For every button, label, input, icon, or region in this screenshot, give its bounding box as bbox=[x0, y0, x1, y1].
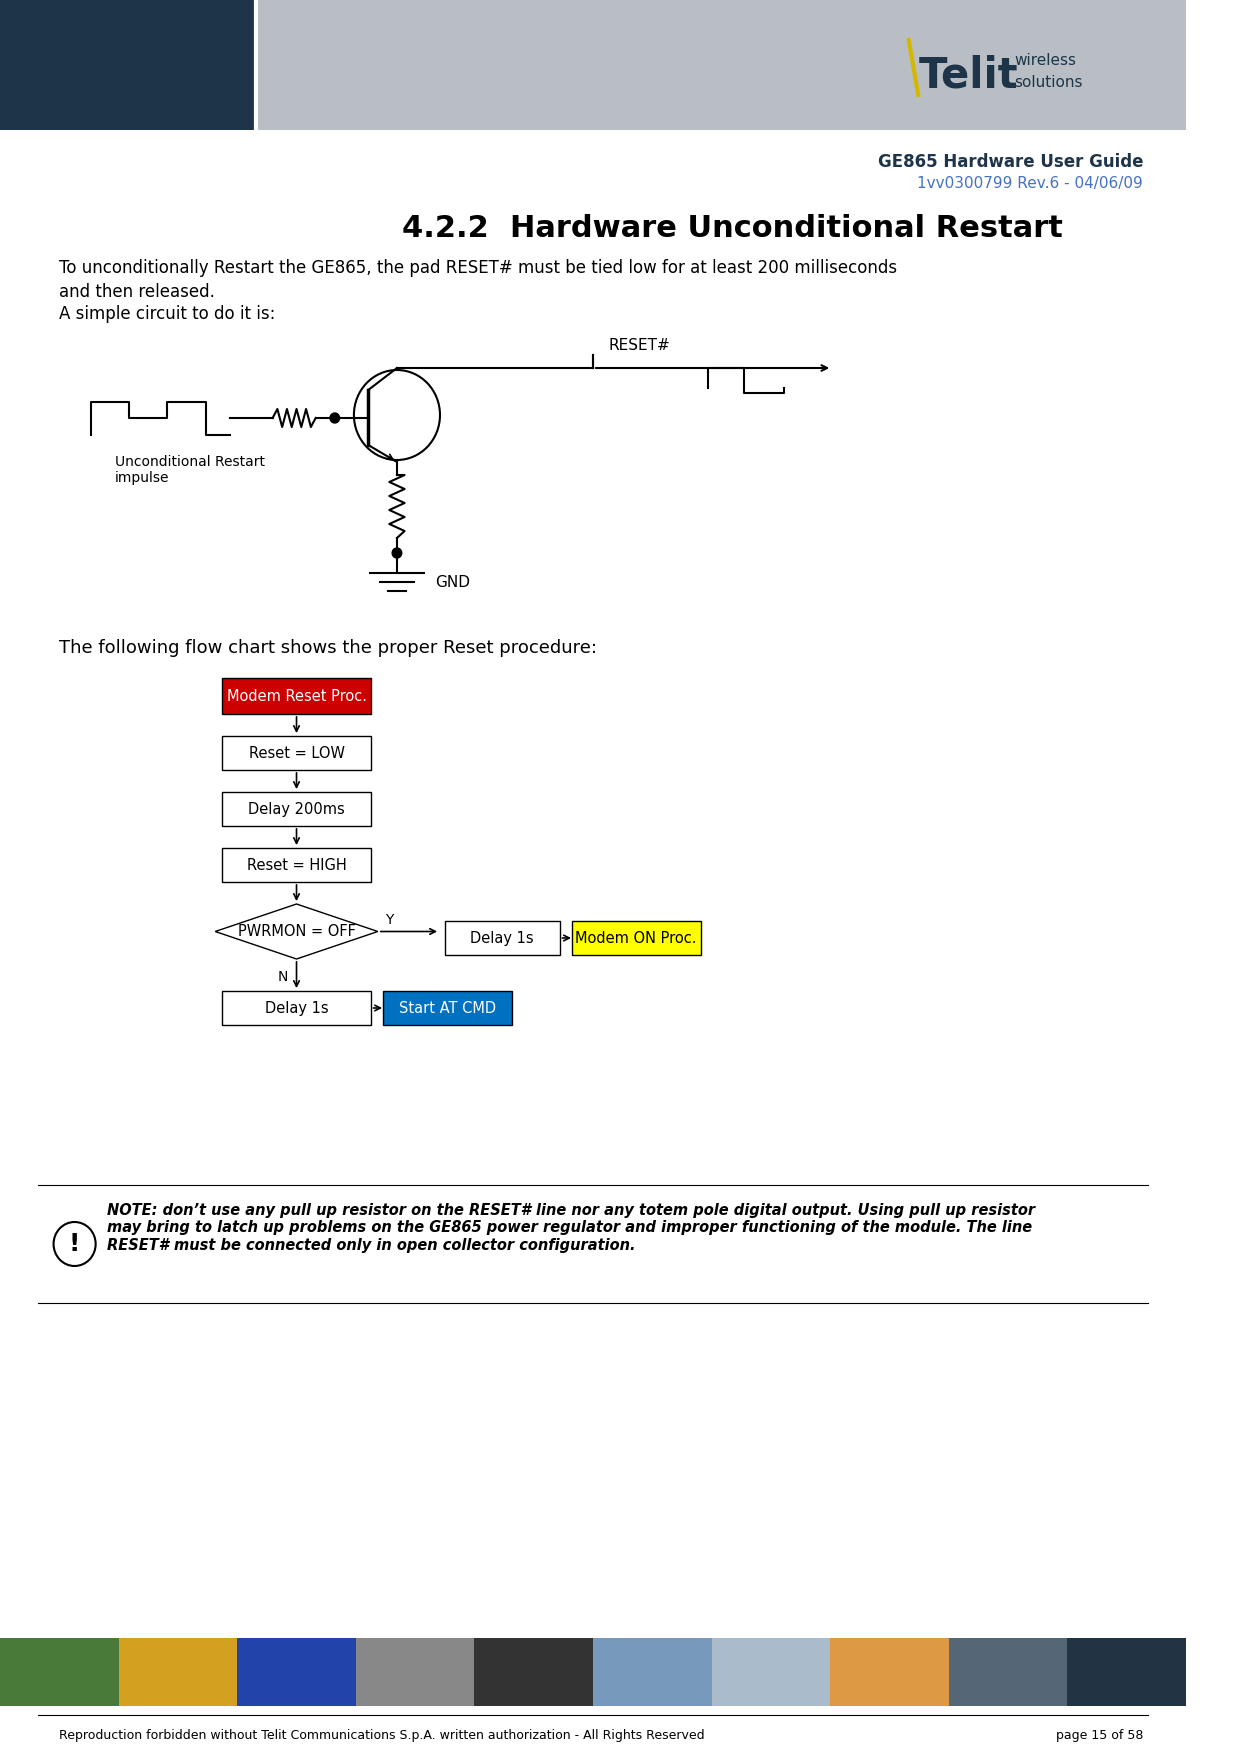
Text: 4.2.2  Hardware Unconditional Restart: 4.2.2 Hardware Unconditional Restart bbox=[402, 214, 1063, 242]
Text: The following flow chart shows the proper Reset procedure:: The following flow chart shows the prope… bbox=[60, 639, 598, 656]
Text: Reproduction forbidden without Telit Communications S.p.A. written authorization: Reproduction forbidden without Telit Com… bbox=[60, 1729, 704, 1741]
Text: Delay 1s: Delay 1s bbox=[264, 1000, 329, 1016]
Bar bbox=[949, 1637, 1068, 1706]
Bar bbox=[383, 992, 512, 1025]
Bar bbox=[222, 992, 371, 1025]
Bar bbox=[0, 0, 257, 130]
Bar bbox=[475, 1637, 593, 1706]
Bar bbox=[222, 735, 371, 770]
Bar bbox=[222, 677, 371, 714]
Text: Telit: Telit bbox=[919, 54, 1018, 97]
Text: and then released.: and then released. bbox=[60, 283, 216, 302]
Text: To unconditionally Restart the GE865, the pad RESET# must be tied low for at lea: To unconditionally Restart the GE865, th… bbox=[60, 260, 898, 277]
Text: !: ! bbox=[69, 1232, 81, 1257]
Bar bbox=[445, 921, 559, 955]
Text: GE865 Hardware User Guide: GE865 Hardware User Guide bbox=[878, 153, 1143, 170]
Bar bbox=[222, 792, 371, 827]
Bar bbox=[356, 1637, 475, 1706]
Bar bbox=[831, 1637, 949, 1706]
Bar bbox=[237, 1637, 356, 1706]
Bar bbox=[593, 1637, 712, 1706]
Bar bbox=[712, 1637, 831, 1706]
Bar bbox=[119, 1637, 237, 1706]
Text: wireless: wireless bbox=[1014, 53, 1076, 67]
Text: PWRMON = OFF: PWRMON = OFF bbox=[238, 923, 356, 939]
Bar bbox=[0, 1637, 119, 1706]
Polygon shape bbox=[216, 904, 378, 958]
Text: N: N bbox=[278, 971, 288, 985]
Text: GND: GND bbox=[435, 574, 470, 590]
Text: A simple circuit to do it is:: A simple circuit to do it is: bbox=[60, 305, 275, 323]
Text: Y: Y bbox=[386, 913, 394, 927]
Text: Reset = LOW: Reset = LOW bbox=[248, 746, 345, 760]
Text: NOTE: don’t use any pull up resistor on the RESET# line nor any totem pole digit: NOTE: don’t use any pull up resistor on … bbox=[107, 1202, 1035, 1253]
Text: page 15 of 58: page 15 of 58 bbox=[1055, 1729, 1143, 1741]
Bar bbox=[222, 848, 371, 883]
Text: RESET#: RESET# bbox=[608, 337, 670, 353]
Bar bbox=[1068, 1637, 1187, 1706]
Circle shape bbox=[392, 548, 402, 558]
Text: Unconditional Restart
impulse: Unconditional Restart impulse bbox=[115, 455, 265, 484]
Text: 1vv0300799 Rev.6 - 04/06/09: 1vv0300799 Rev.6 - 04/06/09 bbox=[918, 176, 1143, 191]
Bar bbox=[572, 921, 701, 955]
Bar bbox=[257, 0, 1187, 130]
Text: Start AT CMD: Start AT CMD bbox=[398, 1000, 496, 1016]
Circle shape bbox=[330, 412, 340, 423]
Text: Modem ON Proc.: Modem ON Proc. bbox=[575, 930, 697, 946]
Text: solutions: solutions bbox=[1014, 74, 1083, 90]
Text: Delay 200ms: Delay 200ms bbox=[248, 802, 345, 816]
Text: Reset = HIGH: Reset = HIGH bbox=[247, 858, 346, 872]
Text: Modem Reset Proc.: Modem Reset Proc. bbox=[227, 688, 367, 704]
Text: Delay 1s: Delay 1s bbox=[470, 930, 534, 946]
